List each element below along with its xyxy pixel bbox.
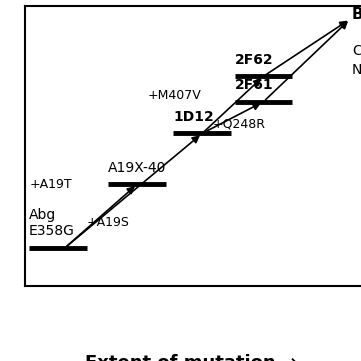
Text: 2F62: 2F62 [235,53,273,67]
Text: +A19S: +A19S [87,216,130,229]
Text: +A19T: +A19T [30,178,72,191]
Text: +Q248R: +Q248R [213,117,266,130]
Text: A19X-40: A19X-40 [108,161,167,175]
Text: Abg
E358G: Abg E358G [29,208,75,238]
Text: +M407V: +M407V [148,89,202,102]
Text: N: N [352,63,361,77]
Text: C: C [352,44,361,58]
Text: 2F61: 2F61 [235,78,273,92]
Text: Extent of mutation →: Extent of mutation → [85,354,297,361]
Text: B: B [352,7,361,22]
Text: 1D12: 1D12 [173,110,214,124]
